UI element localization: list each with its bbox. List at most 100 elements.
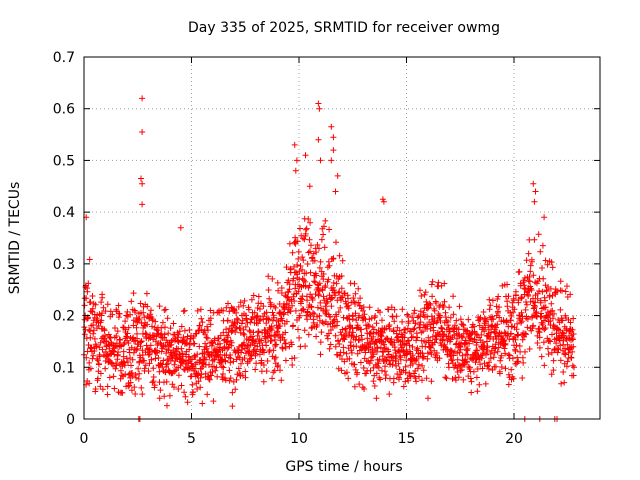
data-point	[443, 375, 450, 382]
data-point	[326, 262, 333, 269]
data-point	[101, 327, 108, 334]
data-point	[484, 349, 491, 355]
data-point-notable	[229, 403, 236, 410]
data-point	[377, 309, 383, 316]
data-point	[343, 369, 350, 376]
data-point	[528, 327, 535, 334]
data-point	[238, 349, 245, 356]
data-point	[112, 325, 118, 331]
data-point	[343, 330, 350, 337]
data-point	[242, 374, 249, 381]
data-point	[290, 293, 297, 300]
data-point	[327, 341, 334, 348]
data-point	[166, 392, 173, 399]
data-point	[538, 353, 545, 360]
data-point	[549, 315, 556, 322]
data-point	[258, 337, 265, 344]
data-point	[292, 234, 299, 241]
data-point	[536, 329, 543, 336]
data-point	[104, 383, 111, 390]
data-point	[144, 303, 151, 310]
data-point	[453, 317, 460, 324]
data-point	[307, 219, 314, 226]
data-point	[316, 245, 322, 252]
data-point	[327, 314, 334, 320]
data-point	[85, 342, 92, 348]
data-point	[449, 357, 456, 364]
data-point	[521, 282, 528, 289]
data-point	[491, 345, 498, 352]
data-point	[520, 359, 527, 366]
data-point	[543, 288, 550, 295]
data-point	[311, 257, 318, 264]
data-point	[227, 375, 234, 382]
data-point	[209, 368, 216, 375]
data-point	[372, 313, 379, 319]
data-point	[307, 248, 313, 255]
data-point	[330, 255, 337, 262]
data-point	[442, 314, 449, 321]
data-point	[562, 351, 569, 358]
data-point	[357, 359, 364, 366]
data-point	[297, 263, 304, 269]
data-point	[502, 365, 509, 372]
data-point	[435, 279, 442, 286]
data-point	[200, 350, 206, 357]
data-point	[307, 313, 314, 320]
data-point-notable	[306, 183, 313, 190]
data-point	[163, 378, 170, 385]
data-point	[433, 300, 440, 306]
data-point	[400, 348, 407, 355]
data-point	[86, 380, 93, 387]
data-point	[102, 308, 109, 315]
data-point	[389, 361, 396, 368]
data-point	[353, 333, 360, 340]
data-point	[400, 383, 407, 390]
data-point	[311, 311, 318, 317]
data-point	[418, 293, 425, 299]
data-point	[239, 317, 246, 324]
data-point	[128, 344, 135, 351]
data-point	[291, 298, 298, 304]
data-point	[303, 270, 310, 277]
data-point	[320, 271, 327, 277]
data-point	[538, 310, 544, 317]
data-point	[470, 368, 477, 375]
data-point	[81, 331, 88, 338]
data-point	[484, 362, 491, 369]
data-point	[350, 295, 357, 301]
data-point	[503, 319, 510, 326]
data-point	[506, 352, 513, 359]
data-point	[515, 358, 522, 365]
data-point	[181, 389, 188, 396]
data-point	[557, 342, 564, 349]
data-point	[377, 376, 384, 383]
data-point	[314, 241, 321, 248]
data-point	[130, 290, 137, 297]
data-point	[516, 268, 523, 275]
data-point	[463, 359, 470, 366]
data-point	[263, 368, 270, 375]
data-point	[281, 336, 288, 343]
data-point	[411, 307, 418, 314]
data-point	[496, 304, 503, 311]
data-point	[278, 377, 285, 384]
data-point	[548, 259, 555, 266]
data-point	[487, 302, 494, 309]
data-point	[282, 357, 289, 364]
data-point	[463, 328, 470, 335]
data-point	[196, 343, 203, 350]
data-point	[493, 324, 500, 331]
data-point	[505, 293, 512, 300]
data-point	[90, 330, 97, 337]
data-point	[323, 295, 330, 302]
data-point	[268, 333, 274, 340]
data-point	[138, 384, 145, 391]
data-point	[273, 341, 280, 348]
data-point	[539, 288, 546, 295]
data-point	[397, 356, 404, 363]
data-point	[124, 330, 131, 337]
data-point	[409, 360, 416, 367]
data-point	[157, 387, 164, 394]
data-point	[424, 323, 431, 330]
